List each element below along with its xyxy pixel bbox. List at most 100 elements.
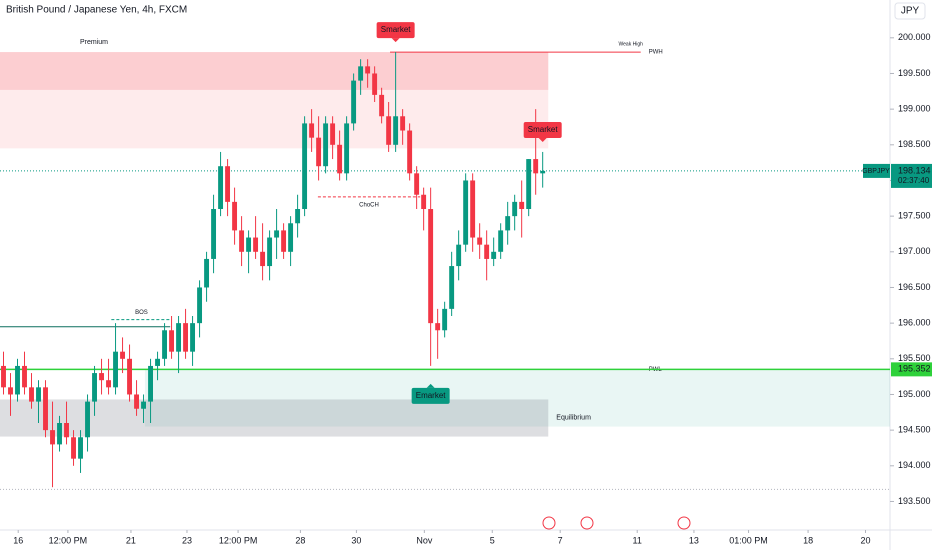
candle-body — [99, 373, 104, 381]
candle-body — [330, 123, 336, 145]
signal-box — [376, 22, 415, 39]
y-tick-label: 194.000 — [898, 460, 931, 470]
candle-body — [421, 194, 427, 210]
candle-body — [274, 230, 280, 238]
candle-body — [78, 437, 83, 459]
candle-body — [477, 237, 483, 245]
candle-body — [134, 394, 139, 409]
x-tick-label: 11 — [633, 535, 642, 545]
candle-body — [456, 244, 462, 267]
candle-body — [204, 258, 210, 288]
signal-pointer — [538, 137, 547, 142]
currency-button[interactable] — [894, 2, 926, 20]
candle-body — [295, 209, 301, 224]
candle-body — [414, 173, 420, 195]
signal-label: Emarket — [416, 391, 447, 400]
level-label: BOS — [135, 310, 148, 316]
candle-body — [64, 423, 69, 438]
y-tick-label: 196.500 — [898, 282, 931, 292]
zone — [144, 369, 890, 427]
level-note: Weak High — [619, 41, 644, 47]
price-line-badge — [891, 362, 932, 377]
candle-body — [36, 387, 41, 402]
candle-body — [281, 230, 287, 252]
candle-body — [183, 323, 189, 352]
x-tick-label: 13 — [689, 535, 699, 545]
candle-body — [512, 201, 518, 217]
x-tick-label: 21 — [126, 535, 136, 545]
level-label: ChoCH — [359, 202, 379, 208]
candle-body — [8, 387, 13, 395]
candle-body — [442, 308, 448, 331]
signal-pointer — [391, 38, 400, 43]
currency[interactable]: JPY — [901, 6, 920, 17]
signal-box — [523, 121, 562, 138]
y-tick-label: 199.000 — [898, 104, 931, 114]
candle-body — [92, 373, 97, 402]
x-tick-label: 23 — [182, 535, 192, 545]
candle-body — [498, 230, 504, 252]
y-tick-label: 199.500 — [898, 68, 931, 78]
event-icon[interactable] — [542, 516, 556, 530]
candle-body — [386, 116, 392, 145]
candle-body — [344, 123, 350, 174]
symbol-label: GBPJPY — [862, 168, 890, 175]
candle-body — [505, 216, 511, 231]
candle-body — [148, 365, 154, 402]
event-icon[interactable] — [580, 516, 594, 530]
candle-body — [113, 351, 118, 388]
candle-body — [449, 266, 455, 309]
candle-body — [267, 237, 273, 267]
candle-body — [57, 423, 62, 445]
candle-body — [106, 380, 111, 388]
y-tick-label: 198.500 — [898, 139, 931, 149]
candle-body — [288, 223, 294, 252]
y-tick-label: 193.500 — [898, 496, 931, 506]
candle-body — [302, 123, 308, 210]
price-line-label: 195.352 — [898, 364, 931, 374]
zone — [0, 52, 549, 149]
candle-body — [316, 137, 322, 167]
level-label: PWH — [649, 50, 663, 56]
candle-body — [85, 401, 90, 438]
zone — [0, 52, 549, 90]
candle-body — [50, 430, 55, 445]
event-icons — [542, 516, 691, 530]
x-tick-label: 7 — [558, 535, 563, 545]
candle-body — [127, 358, 132, 395]
candle-body — [225, 166, 231, 202]
zone-label: Equilibrium — [556, 414, 591, 421]
y-tick-label: 197.500 — [898, 211, 931, 221]
x-tick-label: 30 — [351, 535, 361, 545]
candle-body — [253, 237, 259, 252]
x-tick-label: 20 — [860, 535, 870, 545]
candle-body — [22, 365, 27, 388]
candle-body — [309, 123, 315, 138]
candle-body — [484, 244, 490, 259]
candle-body — [43, 387, 48, 431]
candle-body — [533, 159, 539, 174]
candle-body — [407, 130, 413, 174]
candle-body — [519, 201, 525, 210]
candle-body — [400, 116, 406, 131]
x-tick-label: 28 — [295, 535, 305, 545]
x-tick-label: 01:00 PM — [729, 535, 768, 545]
x-tick-label: Nov — [416, 535, 433, 545]
chart-title: British Pound / Japanese Yen, 4h, FXCM — [6, 5, 187, 16]
signal-box — [411, 387, 450, 404]
x-tick-label: 18 — [803, 535, 813, 545]
y-tick-label: 195.500 — [898, 353, 931, 363]
candle-body — [365, 66, 371, 74]
y-tick-label: 196.000 — [898, 318, 931, 328]
candle-body — [71, 437, 76, 459]
symbol-badge — [863, 163, 890, 178]
candle-body — [141, 401, 146, 409]
candle-body — [463, 180, 469, 245]
candle-body — [197, 287, 203, 324]
event-icon[interactable] — [677, 516, 691, 530]
candle-body — [428, 209, 434, 324]
candle-body — [239, 230, 245, 252]
candle-body — [169, 330, 175, 352]
